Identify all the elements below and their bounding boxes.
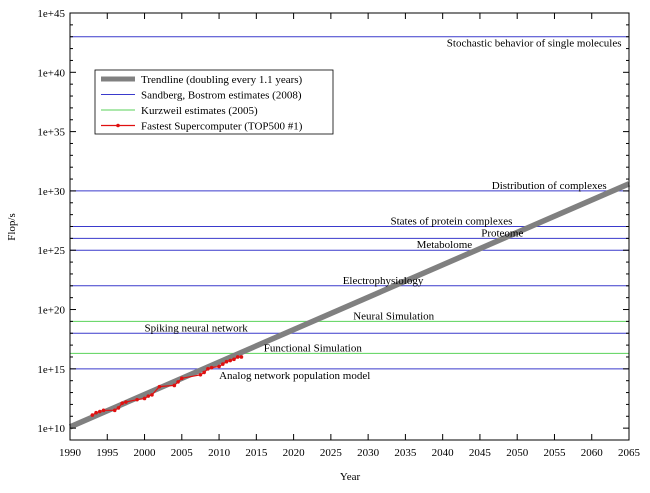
x-tick-label: 1990	[59, 447, 82, 459]
x-tick-label: 2040	[432, 447, 455, 459]
supercomputer-point	[224, 359, 229, 364]
x-tick-label: 2060	[581, 447, 604, 459]
x-tick-label: 2010	[208, 447, 231, 459]
supercomputer-point	[124, 400, 128, 404]
sandberg-level-label: Proteome	[481, 227, 523, 239]
sandberg-level-label: Analog network population model	[219, 370, 370, 382]
y-tick-label: 1e+10	[37, 423, 65, 435]
supercomputer-point	[135, 397, 139, 402]
supercomputer-point	[206, 367, 210, 371]
x-tick-label: 2045	[469, 447, 492, 459]
supercomputer-point	[101, 408, 106, 413]
supercomputer-point	[232, 357, 236, 362]
y-tick-label: 1e+40	[37, 67, 65, 79]
supercomputer-point	[146, 394, 151, 398]
legend-label: Fastest Supercomputer (TOP500 #1)	[141, 121, 303, 133]
supercomputer-point	[220, 362, 225, 366]
supercomputer-point	[98, 409, 102, 414]
x-tick-label: 2065	[618, 447, 641, 459]
legend-label: Trendline (doubling every 1.1 years)	[141, 74, 303, 86]
axis-ticks: 1990 1995 2000 2005 2010 2015 2020 2025 2030 2035…	[37, 8, 640, 459]
x-tick-label: 1995	[96, 447, 119, 459]
y-tick-label: 1e+35	[37, 127, 65, 139]
x-tick-label: 2025	[320, 447, 343, 459]
legend-label: Sandberg, Bostrom estimates (2008)	[141, 90, 302, 102]
supercomputer-point	[90, 413, 95, 417]
legend-label: Kurzweil estimates (2005)	[141, 105, 258, 117]
supercomputer-point	[239, 355, 244, 359]
y-tick-label: 1e+45	[37, 8, 65, 20]
x-tick-label: 2000	[134, 447, 157, 459]
y-tick-label: 1e+20	[37, 305, 65, 317]
x-tick-label: 2005	[171, 447, 194, 459]
supercomputer-point	[228, 358, 233, 363]
plot-marks	[90, 355, 244, 417]
supercomputer-point	[157, 384, 162, 389]
annotations: Stochastic behavior of single molecules D…	[145, 38, 622, 382]
kurzweil-level-label: Functional Simulation	[264, 342, 363, 354]
supercomputer-point	[235, 355, 240, 359]
sandberg-level-label: Stochastic behavior of single molecules	[447, 38, 622, 50]
supercomputer-point	[198, 372, 203, 377]
x-tick-label: 2030	[357, 447, 380, 459]
supercomputer-point	[209, 365, 214, 370]
supercomputer-point	[116, 406, 121, 410]
trendline	[68, 181, 631, 430]
supercomputer-point	[150, 393, 154, 397]
x-axis-label: Year	[340, 471, 361, 483]
x-tick-label: 2055	[543, 447, 566, 459]
sandberg-level-label: Spiking neural network	[145, 322, 249, 334]
supercomputer-point	[202, 370, 206, 375]
legend: Trendline (doubling every 1.1 years) Sand…	[94, 69, 334, 135]
y-tick-label: 1e+25	[37, 245, 65, 257]
sandberg-level-label: States of protein complexes	[390, 216, 512, 228]
legend-marker	[116, 123, 120, 128]
x-tick-label: 2050	[506, 447, 529, 459]
sandberg-level-label: Distribution of complexes	[492, 180, 607, 192]
y-tick-label: 1e+30	[37, 186, 65, 198]
sandberg-level-label: Electrophysiology	[343, 275, 424, 287]
supercomputer-point	[120, 401, 124, 406]
sandberg-level-label: Metabolome	[417, 239, 473, 251]
supercomputer-point	[217, 364, 221, 369]
supercomputer-point	[172, 383, 177, 388]
supercomputer-point	[180, 376, 184, 381]
y-axis-label: Flop/s	[6, 213, 18, 241]
supercomputer-point	[112, 408, 117, 413]
supercomputer-point	[142, 396, 147, 401]
x-tick-label: 2015	[245, 447, 268, 459]
supercomputer-point	[94, 410, 98, 415]
x-tick-label: 2020	[283, 447, 306, 459]
supercomputer-point	[176, 380, 180, 384]
x-tick-label: 2035	[394, 447, 417, 459]
y-tick-label: 1e+15	[37, 364, 65, 376]
kurzweil-level-label: Neural Simulation	[353, 310, 434, 322]
